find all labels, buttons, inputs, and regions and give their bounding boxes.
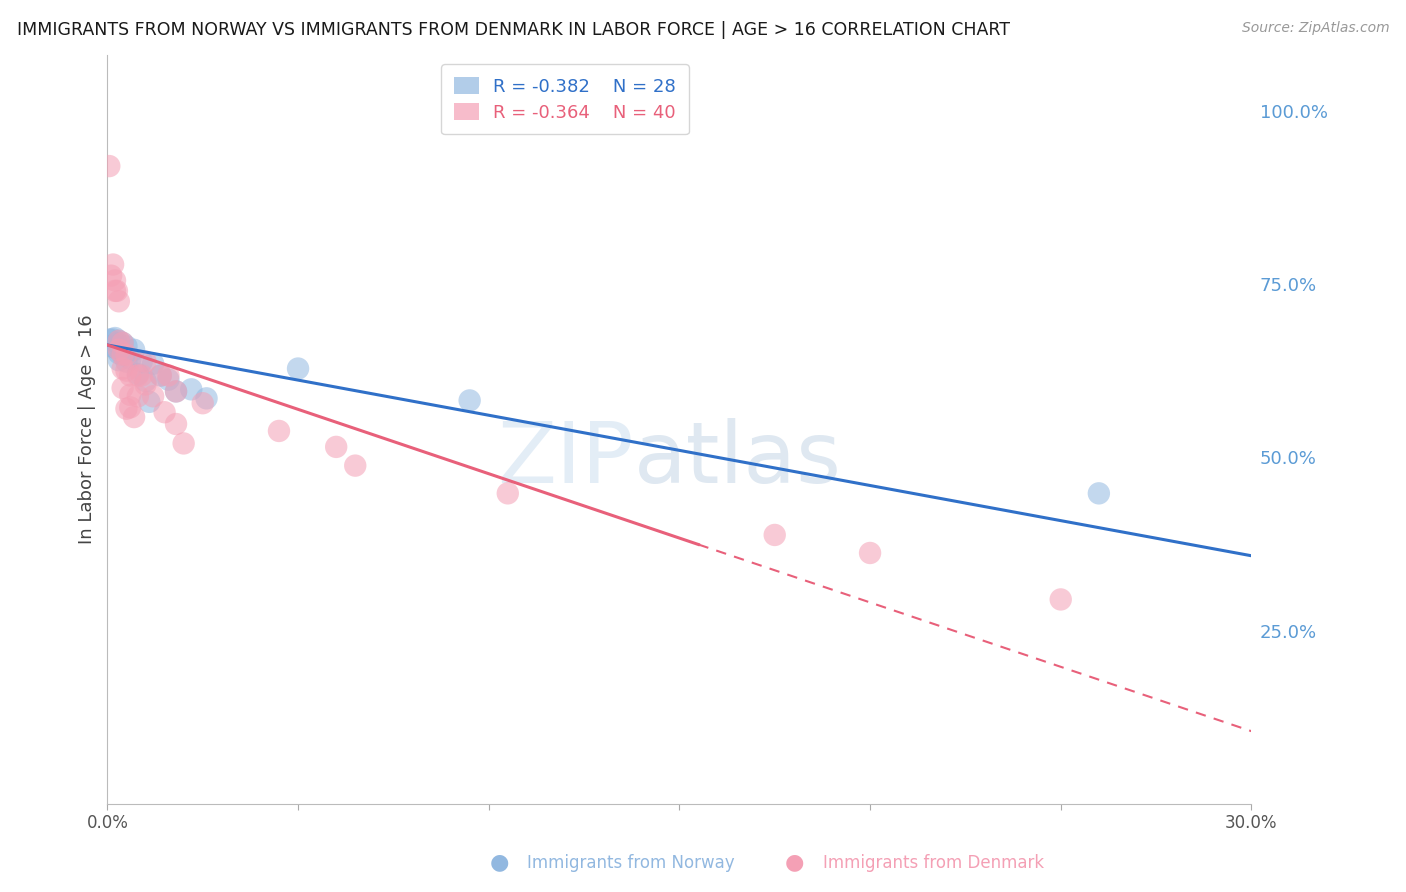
Point: [105, 335, 128, 350]
Point: [142, 357, 165, 371]
Point: [122, 343, 145, 357]
Point: [173, 436, 195, 450]
Point: [104, 284, 127, 298]
Point: [115, 401, 138, 416]
Point: [127, 367, 149, 381]
Point: [458, 393, 481, 408]
Legend: R = -0.382    N = 28, R = -0.364    N = 40: R = -0.382 N = 28, R = -0.364 N = 40: [441, 64, 689, 135]
Text: Immigrants from Denmark: Immigrants from Denmark: [823, 855, 1043, 872]
Point: [111, 348, 134, 362]
Point: [191, 396, 214, 410]
Y-axis label: In Labor Force | Age > 16: In Labor Force | Age > 16: [79, 315, 96, 544]
Point: [100, 268, 122, 283]
Point: [120, 351, 142, 366]
Point: [153, 405, 176, 419]
Text: atlas: atlas: [634, 418, 842, 501]
Point: [157, 373, 180, 387]
Point: [115, 363, 138, 377]
Point: [127, 389, 149, 403]
Point: [111, 381, 134, 395]
Point: [149, 368, 172, 383]
Point: [165, 417, 187, 431]
Point: [108, 334, 131, 348]
Text: ZIP: ZIP: [498, 418, 634, 501]
Point: [111, 335, 134, 350]
Point: [287, 361, 309, 376]
Point: [325, 440, 347, 454]
Point: [344, 458, 367, 473]
Point: [165, 384, 187, 399]
Text: IMMIGRANTS FROM NORWAY VS IMMIGRANTS FROM DENMARK IN LABOR FORCE | AGE > 16 CORR: IMMIGRANTS FROM NORWAY VS IMMIGRANTS FRO…: [17, 21, 1010, 38]
Point: [195, 392, 218, 406]
Point: [142, 389, 165, 403]
Point: [108, 353, 131, 368]
Text: Immigrants from Norway: Immigrants from Norway: [527, 855, 735, 872]
Point: [111, 335, 134, 350]
Point: [104, 341, 127, 355]
Point: [1088, 486, 1111, 500]
Point: [98, 333, 121, 347]
Point: [120, 368, 142, 383]
Point: [496, 486, 519, 500]
Point: [104, 331, 127, 345]
Point: [104, 273, 127, 287]
Point: [134, 374, 156, 388]
Point: [149, 368, 172, 383]
Point: [122, 410, 145, 425]
Point: [101, 333, 124, 347]
Point: [108, 343, 131, 357]
Point: [138, 394, 160, 409]
Point: [115, 354, 138, 368]
Point: [105, 284, 128, 298]
Point: [101, 258, 124, 272]
Point: [180, 382, 202, 396]
Point: [98, 159, 121, 173]
Point: [111, 348, 134, 362]
Point: [165, 384, 187, 399]
Point: [108, 334, 131, 348]
Point: [115, 339, 138, 353]
Point: [134, 377, 156, 392]
Point: [108, 294, 131, 309]
Text: ●: ●: [489, 853, 509, 872]
Text: ●: ●: [785, 853, 804, 872]
Text: Source: ZipAtlas.com: Source: ZipAtlas.com: [1241, 21, 1389, 35]
Point: [120, 401, 142, 415]
Point: [763, 528, 786, 542]
Point: [115, 348, 138, 362]
Point: [131, 368, 153, 383]
Point: [120, 388, 142, 402]
Point: [1049, 592, 1071, 607]
Point: [134, 354, 156, 368]
Point: [267, 424, 290, 438]
Point: [859, 546, 882, 560]
Point: [111, 361, 134, 376]
Point: [100, 339, 122, 353]
Point: [108, 346, 131, 360]
Point: [157, 368, 180, 383]
Point: [127, 368, 149, 383]
Point: [131, 354, 153, 368]
